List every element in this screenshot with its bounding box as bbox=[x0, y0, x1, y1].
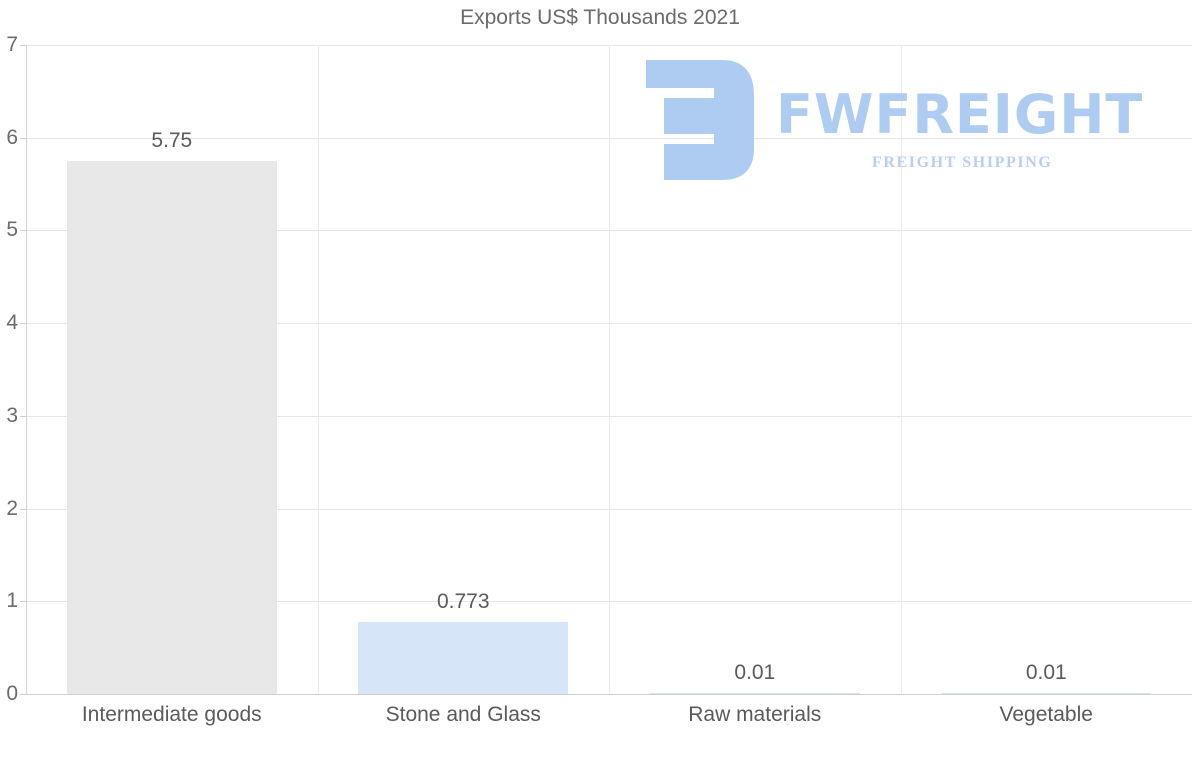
bar-value-label: 0.773 bbox=[436, 590, 490, 614]
y-tick-mark bbox=[20, 508, 26, 510]
bar-value-label: 0.01 bbox=[1025, 661, 1067, 685]
y-tick-mark bbox=[20, 323, 26, 325]
bar-value-label: 0.01 bbox=[734, 661, 776, 685]
bar[interactable] bbox=[66, 160, 277, 694]
y-tick-mark bbox=[20, 137, 26, 139]
y-tick-mark bbox=[20, 415, 26, 417]
x-axis-line bbox=[26, 694, 1192, 695]
y-tick-label: 4 bbox=[6, 311, 18, 335]
y-axis-line bbox=[26, 45, 27, 695]
bar[interactable] bbox=[941, 693, 1152, 694]
bar[interactable] bbox=[649, 693, 860, 694]
gridline-vertical bbox=[318, 45, 319, 694]
y-tick-label: 0 bbox=[6, 682, 18, 705]
y-tick-label: 2 bbox=[6, 496, 18, 520]
y-tick-mark bbox=[20, 230, 26, 232]
y-tick-mark bbox=[20, 694, 26, 695]
x-tick-label: Raw materials bbox=[688, 703, 822, 726]
y-tick-label: 3 bbox=[6, 403, 18, 427]
gridline-vertical bbox=[609, 45, 610, 694]
y-tick-mark bbox=[20, 45, 26, 46]
y-tick-label: 5 bbox=[6, 218, 18, 242]
x-tick-label: Stone and Glass bbox=[385, 703, 541, 726]
bar[interactable] bbox=[358, 622, 569, 694]
x-tick-label: Vegetable bbox=[999, 703, 1093, 726]
chart-title: Exports US$ Thousands 2021 bbox=[460, 6, 740, 29]
x-tick-label: Intermediate goods bbox=[81, 703, 262, 726]
gridline-vertical bbox=[901, 45, 902, 694]
y-tick-label: 1 bbox=[6, 589, 18, 613]
y-tick-mark bbox=[20, 601, 26, 603]
y-tick-label: 6 bbox=[6, 125, 18, 149]
y-tick-label: 7 bbox=[6, 33, 18, 56]
bar-value-label: 5.75 bbox=[151, 128, 193, 152]
